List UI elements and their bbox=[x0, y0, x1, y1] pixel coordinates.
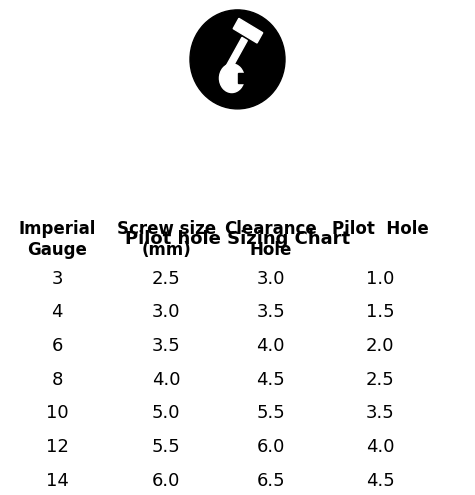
Text: Clearance
Hole: Clearance Hole bbox=[224, 220, 317, 259]
Text: 1.0: 1.0 bbox=[366, 270, 394, 288]
Text: 4.5: 4.5 bbox=[256, 371, 285, 389]
Text: 3.0: 3.0 bbox=[256, 270, 285, 288]
Text: 12: 12 bbox=[46, 438, 68, 456]
Text: 10: 10 bbox=[46, 404, 68, 422]
Text: 6: 6 bbox=[51, 337, 63, 355]
Circle shape bbox=[190, 10, 285, 109]
Text: Screw size
(mm): Screw size (mm) bbox=[117, 220, 216, 259]
Text: Pilot  Hole: Pilot Hole bbox=[332, 220, 428, 238]
Text: 3.5: 3.5 bbox=[256, 303, 285, 321]
Text: 5.5: 5.5 bbox=[152, 438, 180, 456]
Text: 4.0: 4.0 bbox=[256, 337, 285, 355]
Polygon shape bbox=[233, 18, 263, 43]
Text: 3.5: 3.5 bbox=[152, 337, 180, 355]
Text: Imperial
Gauge: Imperial Gauge bbox=[19, 220, 95, 259]
Text: 14: 14 bbox=[46, 472, 68, 490]
Text: 2.0: 2.0 bbox=[366, 337, 394, 355]
Text: 3: 3 bbox=[51, 270, 63, 288]
Text: 4.5: 4.5 bbox=[366, 472, 394, 490]
Text: 2.5: 2.5 bbox=[366, 371, 394, 389]
Text: 6.0: 6.0 bbox=[256, 438, 285, 456]
Text: 5.5: 5.5 bbox=[256, 404, 285, 422]
Text: 1.5: 1.5 bbox=[366, 303, 394, 321]
Text: 3.5: 3.5 bbox=[366, 404, 394, 422]
Text: 4.0: 4.0 bbox=[152, 371, 180, 389]
Polygon shape bbox=[225, 38, 247, 71]
Text: 8: 8 bbox=[51, 371, 63, 389]
Text: 6.0: 6.0 bbox=[152, 472, 180, 490]
Polygon shape bbox=[238, 73, 247, 83]
Text: 6.5: 6.5 bbox=[256, 472, 285, 490]
Text: 3.0: 3.0 bbox=[152, 303, 180, 321]
Text: 5.0: 5.0 bbox=[152, 404, 180, 422]
Text: Pilot hole Sizing Chart: Pilot hole Sizing Chart bbox=[125, 230, 350, 248]
Text: 2.5: 2.5 bbox=[152, 270, 180, 288]
Text: 4.0: 4.0 bbox=[366, 438, 394, 456]
Ellipse shape bbox=[219, 64, 244, 93]
Text: 4: 4 bbox=[51, 303, 63, 321]
